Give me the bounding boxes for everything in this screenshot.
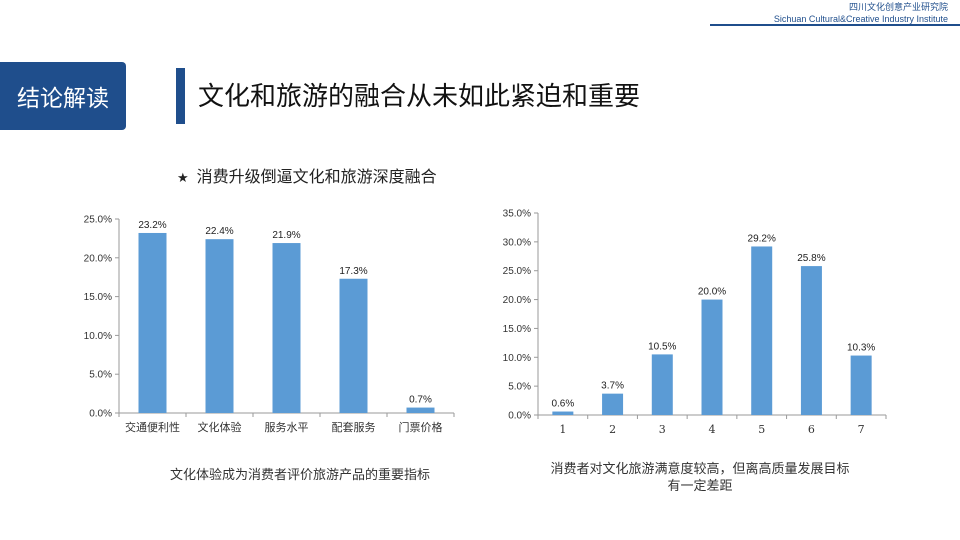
chart1-category-label: 交通便利性: [125, 420, 180, 434]
org-name-en: Sichuan Cultural&Creative Industry Insti…: [773, 14, 948, 24]
chart2-category-label: 1: [559, 423, 566, 436]
chart1-data-label: 0.7%: [409, 395, 432, 406]
header-divider: [710, 24, 960, 26]
chart1-y-tick-label: 0.0%: [89, 409, 112, 420]
chart2-category-label: 4: [709, 423, 716, 436]
chart2-data-label: 10.3%: [847, 343, 875, 354]
chart2-category-label: 2: [609, 423, 616, 436]
chart1-data-label: 17.3%: [339, 266, 367, 277]
chart2-y-tick-label: 20.0%: [503, 295, 531, 306]
chart2-bar: [701, 299, 723, 415]
chart2-category-label: 6: [808, 423, 815, 436]
chart1-bar: [138, 232, 167, 413]
chart1-caption: 文化体验成为消费者评价旅游产品的重要指标: [169, 468, 430, 483]
chart1-category-label: 门票价格: [399, 420, 443, 434]
chart2-y-tick-label: 10.0%: [503, 353, 531, 364]
chart2-bar: [552, 411, 574, 415]
chart2-caption: 消费者对文化旅游满意度较高，但离高质量发展目标 有一定差距: [530, 461, 870, 495]
chart1-data-label: 22.4%: [205, 226, 233, 237]
chart1-y-tick-label: 5.0%: [89, 370, 112, 381]
chart2-data-label: 20.0%: [698, 287, 726, 298]
chart1-category-label: 服务水平: [265, 421, 309, 434]
chart1-category-label: 配套服务: [332, 421, 376, 434]
chart2-data-label: 25.8%: [797, 253, 825, 264]
chart2-y-tick-label: 5.0%: [508, 382, 531, 393]
chart2-y-tick-label: 30.0%: [503, 237, 531, 248]
chart2-data-label: 29.2%: [748, 233, 776, 244]
chart1-y-tick-label: 20.0%: [84, 253, 112, 264]
chart2-caption-line: 有一定差距: [667, 479, 733, 494]
chart2-y-tick-label: 35.0%: [503, 209, 531, 220]
chart2-y-tick-label: 25.0%: [503, 266, 531, 277]
chart2-bar: [800, 266, 822, 415]
chart1-category-label: 文化体验: [198, 420, 242, 434]
section-badge-label: 结论解读: [17, 86, 109, 112]
title-accent-bar: [176, 68, 185, 124]
chart2-category-label: 7: [858, 423, 865, 436]
chart2-y-tick-label: 15.0%: [503, 324, 531, 335]
chart1-data-label: 21.9%: [272, 230, 300, 241]
chart1-bar: [272, 243, 301, 413]
chart2-category-label: 5: [758, 423, 765, 436]
chart1-bar: [205, 239, 234, 413]
chart2-bar: [850, 355, 872, 415]
chart1-bar: [406, 407, 435, 413]
chart2-data-label: 10.5%: [648, 341, 676, 352]
chart2-category-label: 3: [659, 423, 666, 436]
org-name-cn: 四川文化创意产业研究院: [848, 3, 948, 13]
chart2-data-label: 0.6%: [551, 399, 574, 410]
subheading-text: 消费升级倒逼文化和旅游深度融合: [196, 167, 437, 186]
org-header: 四川文化创意产业研究院 Sichuan Cultural&Creative In…: [774, 3, 948, 25]
chart2-bar: [602, 393, 624, 415]
section-badge: 结论解读: [0, 62, 126, 130]
chart2-caption-line: 消费者对文化旅游满意度较高，但离高质量发展目标: [550, 462, 850, 477]
chart1-data-label: 23.2%: [138, 220, 166, 231]
chart1-y-tick-label: 25.0%: [84, 215, 112, 226]
chart2-y-tick-label: 0.0%: [508, 411, 531, 422]
chart1-bar: [339, 278, 368, 413]
chart1-y-tick-label: 15.0%: [84, 292, 112, 303]
chart2-bar: [751, 246, 773, 415]
page-title: 文化和旅游的融合从未如此紧迫和重要: [198, 82, 641, 112]
chart2-bar: [651, 354, 673, 415]
subheading: ★ 消费升级倒逼文化和旅游深度融合: [177, 163, 437, 187]
star-icon: ★: [177, 171, 189, 186]
chart2-data-label: 3.7%: [601, 381, 624, 392]
chart1-y-tick-label: 10.0%: [84, 331, 112, 342]
